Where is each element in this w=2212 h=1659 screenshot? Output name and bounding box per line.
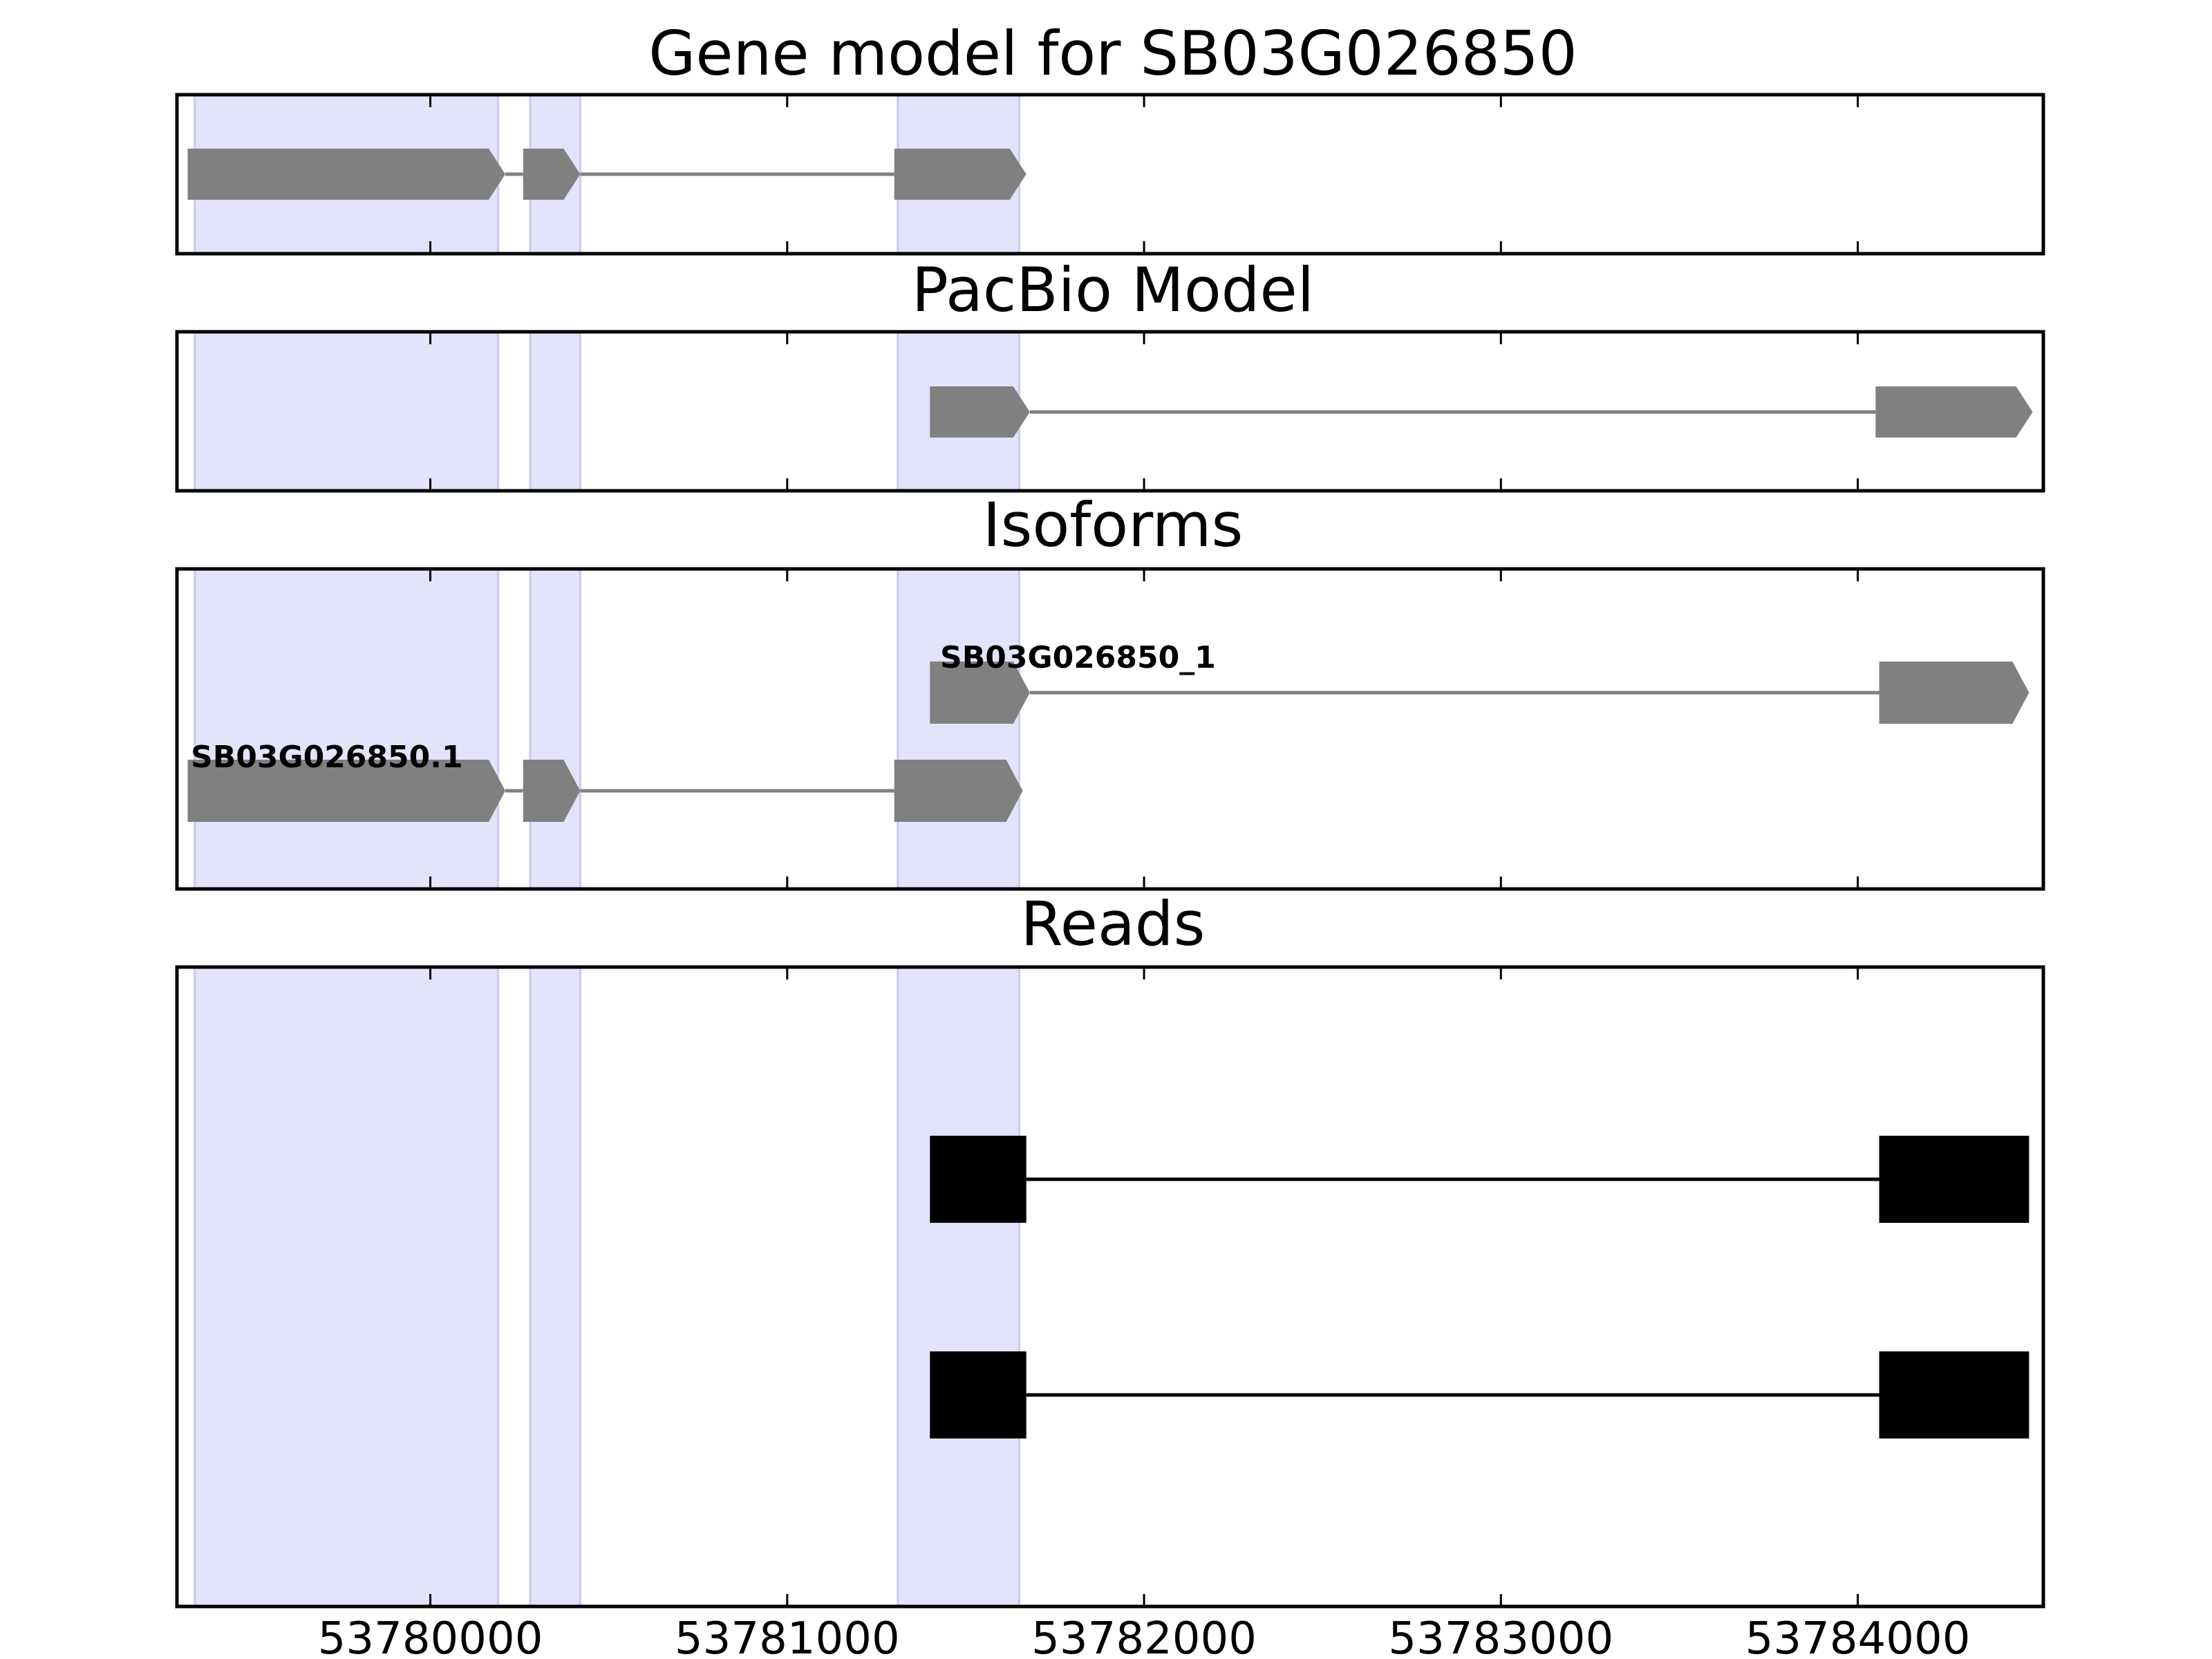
tick-layer bbox=[429, 95, 1859, 254]
panel-reads: Reads bbox=[175, 888, 2045, 1609]
exon-block bbox=[187, 760, 505, 822]
panel-frame bbox=[175, 965, 2045, 1609]
isoform-label: SB03G026850_1 bbox=[940, 640, 1216, 675]
panel-frame bbox=[175, 567, 2045, 891]
panel-title-reads: Reads bbox=[1021, 888, 1206, 959]
panel-isoforms: Isoforms SB03G026850_1 SB03G026850.1 bbox=[175, 489, 2045, 891]
exon-block bbox=[187, 149, 505, 200]
highlight-region bbox=[194, 330, 500, 492]
panel-gene-model: Gene model for SB03G026850 bbox=[175, 18, 2045, 256]
exon-block bbox=[523, 760, 581, 822]
panel-frame bbox=[175, 330, 2045, 493]
x-axis-tick-labels: 53780000 53781000 53782000 53783000 53784000 bbox=[318, 1613, 1971, 1659]
feature-layer bbox=[930, 386, 2033, 438]
exon-block bbox=[930, 386, 1030, 438]
highlight-layer bbox=[194, 330, 1020, 492]
x-tick-label: 53782000 bbox=[1031, 1613, 1257, 1659]
x-tick-label: 53784000 bbox=[1745, 1613, 1971, 1659]
highlight-region bbox=[529, 568, 581, 890]
tick-layer bbox=[429, 332, 1859, 491]
read-block bbox=[1879, 1351, 2030, 1438]
x-tick-label: 53781000 bbox=[675, 1613, 900, 1659]
exon-block bbox=[894, 760, 1023, 822]
read-block bbox=[930, 1136, 1027, 1223]
highlight-region bbox=[897, 966, 1020, 1608]
highlight-region bbox=[529, 966, 581, 1608]
x-tick-label: 53783000 bbox=[1388, 1613, 1613, 1659]
panel-frame bbox=[175, 93, 2045, 256]
x-tick-label: 53780000 bbox=[318, 1613, 543, 1659]
exon-block bbox=[523, 149, 581, 200]
tick-layer bbox=[429, 967, 1859, 1606]
read-block bbox=[1879, 1136, 2030, 1223]
highlight-region bbox=[529, 330, 581, 492]
exon-block bbox=[1875, 386, 2033, 438]
panel-title-pacbio-model: PacBio Model bbox=[912, 254, 1314, 326]
highlight-region bbox=[897, 568, 1020, 890]
isoform-label: SB03G026850.1 bbox=[191, 740, 463, 775]
feature-layer bbox=[930, 1136, 2030, 1438]
highlight-layer bbox=[194, 568, 1020, 890]
highlight-region bbox=[194, 966, 500, 1608]
read-block bbox=[930, 1351, 1027, 1438]
feature-layer bbox=[187, 662, 2030, 822]
highlight-layer bbox=[194, 966, 1020, 1608]
panel-title-isoforms: Isoforms bbox=[983, 489, 1244, 561]
exon-block bbox=[894, 149, 1027, 200]
feature-layer bbox=[187, 149, 1027, 200]
tick-layer bbox=[429, 569, 1859, 889]
highlight-region bbox=[194, 568, 500, 890]
exon-block bbox=[1879, 662, 2030, 724]
exon-block bbox=[930, 662, 1030, 724]
panel-title-gene-model: Gene model for SB03G026850 bbox=[648, 18, 1577, 89]
panel-pacbio-model: PacBio Model bbox=[175, 254, 2045, 493]
